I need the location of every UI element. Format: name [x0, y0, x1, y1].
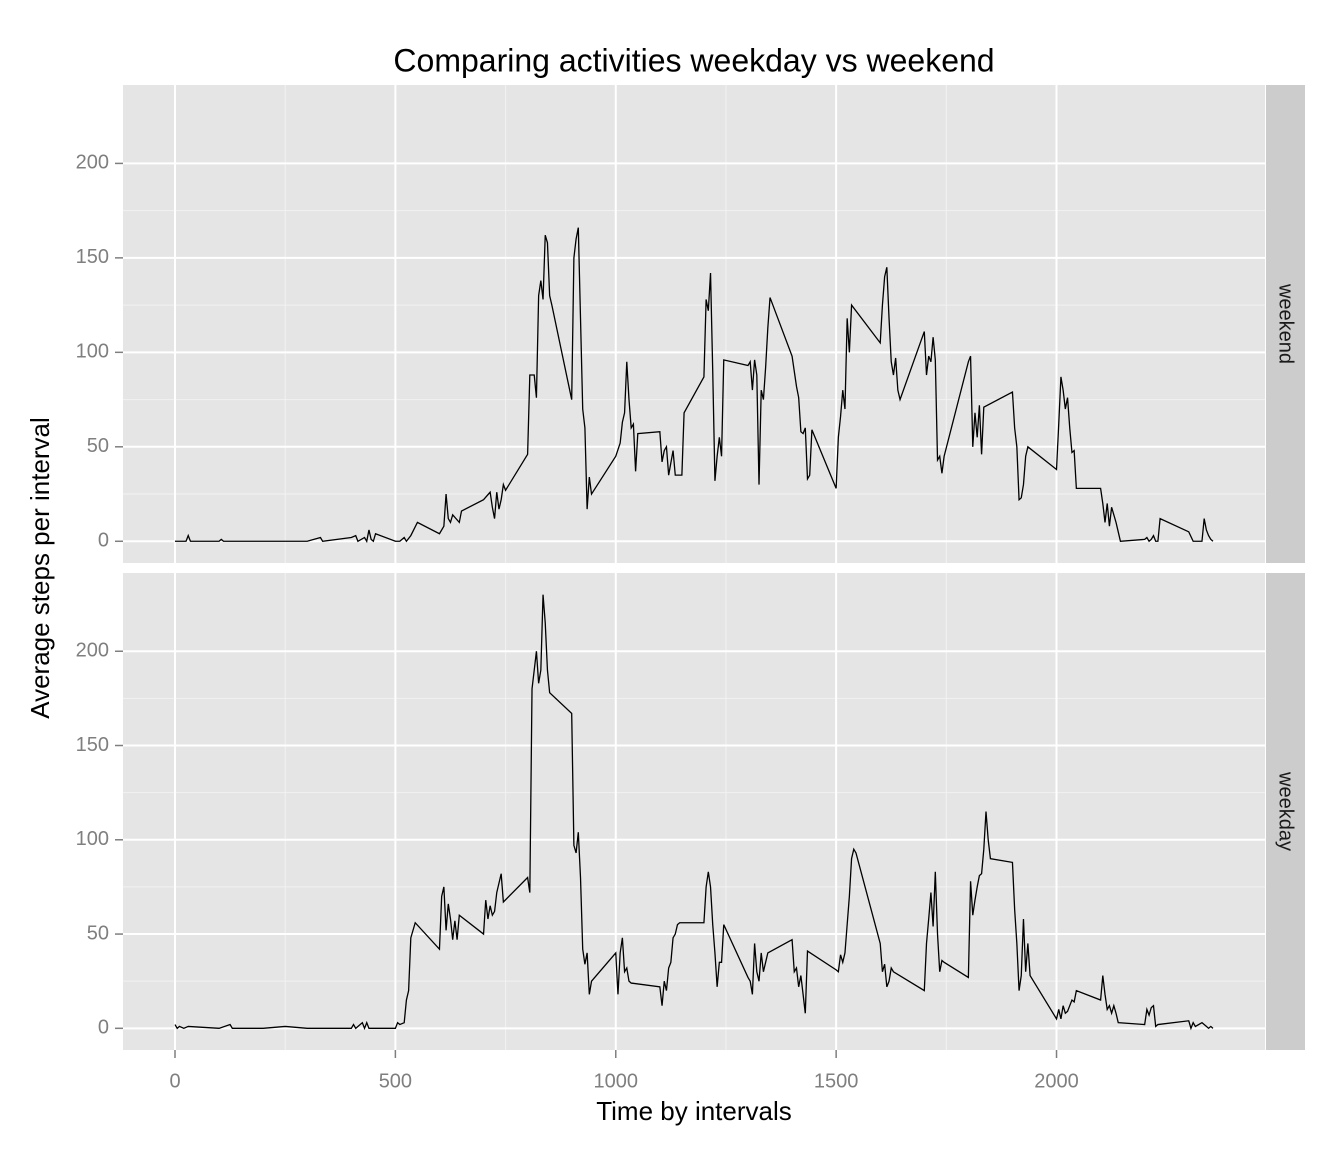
data-line — [174, 594, 1214, 1031]
facet-label: weekday — [1275, 771, 1297, 851]
y-tick-label: 100 — [76, 828, 109, 850]
x-tick-label: 500 — [379, 1070, 412, 1092]
panel-background — [123, 85, 1265, 563]
x-tick-label: 2000 — [1034, 1070, 1079, 1092]
y-tick-label: 200 — [76, 640, 109, 662]
facet-strip — [1266, 573, 1305, 1050]
y-tick-label: 0 — [98, 530, 109, 552]
y-tick-label: 150 — [76, 734, 109, 756]
chart-title: Comparing activities weekday vs weekend — [393, 42, 994, 78]
y-tick-label: 50 — [87, 922, 109, 944]
facet-label: weekend — [1275, 283, 1297, 364]
data-line — [175, 227, 1214, 544]
y-tick-label: 50 — [87, 435, 109, 457]
y-axis-title: Average steps per interval — [25, 417, 55, 719]
x-tick-label: 1500 — [814, 1070, 859, 1092]
x-axis-title: Time by intervals — [596, 1096, 792, 1126]
panel-background — [123, 573, 1265, 1050]
y-tick-label: 0 — [98, 1017, 109, 1039]
y-tick-label: 150 — [76, 246, 109, 268]
y-tick-label: 200 — [76, 152, 109, 174]
y-tick-label: 100 — [76, 341, 109, 363]
x-tick-label: 1000 — [594, 1070, 639, 1092]
facet-strip — [1266, 85, 1305, 563]
x-tick-label: 0 — [169, 1070, 180, 1092]
